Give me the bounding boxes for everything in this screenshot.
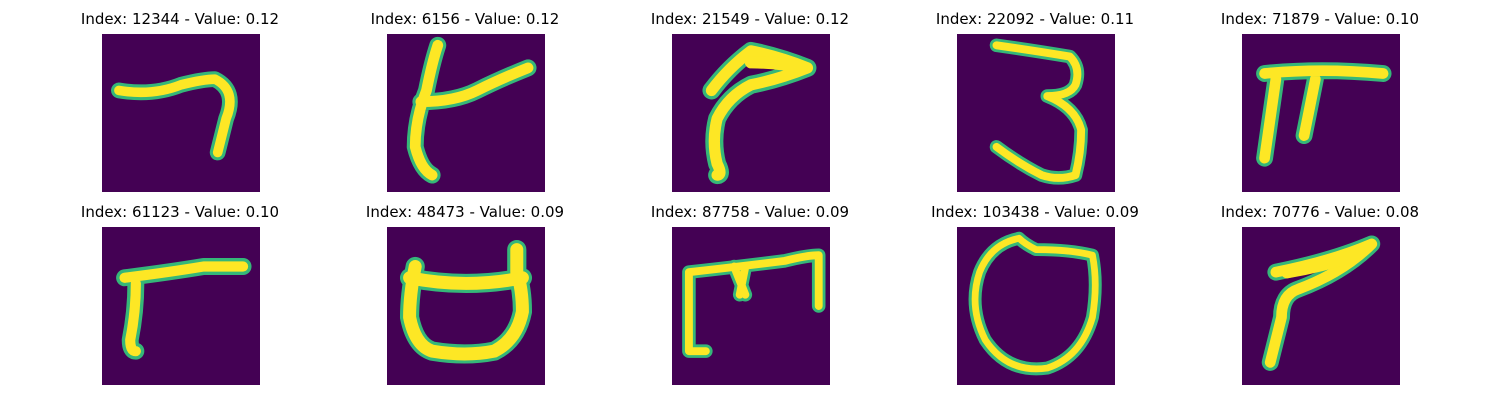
panel-9: Index: 103438 - Value: 0.09: [895, 203, 1175, 393]
digit-image-svg: [116, 258, 252, 360]
panel-10: Index: 70776 - Value: 0.08: [1180, 203, 1460, 393]
panel-7: Index: 48473 - Value: 0.09: [325, 203, 605, 393]
panel-4: Index: 22092 - Value: 0.11: [895, 10, 1175, 200]
panel-title: Index: 70776 - Value: 0.08: [1220, 203, 1420, 221]
digit-image: [672, 34, 830, 192]
digit-image: [1242, 227, 1400, 385]
panel-title: Index: 12344 - Value: 0.12: [80, 10, 280, 28]
panel-title: Index: 71879 - Value: 0.10: [1220, 10, 1420, 28]
digit-image: [387, 34, 545, 192]
panel-3: Index: 21549 - Value: 0.12: [610, 10, 890, 200]
panel-1: Index: 12344 - Value: 0.12: [40, 10, 320, 200]
digit-image: [102, 34, 260, 192]
panel-title: Index: 61123 - Value: 0.10: [80, 203, 280, 221]
digit-image-svg: [111, 71, 238, 161]
panel-5: Index: 71879 - Value: 0.10: [1180, 10, 1460, 200]
digit-image: [1242, 34, 1400, 192]
panel-6: Index: 61123 - Value: 0.10: [40, 203, 320, 393]
digit-image: [672, 227, 830, 385]
panel-2: Index: 6156 - Value: 0.12: [325, 10, 605, 200]
digit-image: [102, 227, 260, 385]
digit-image-svg: [989, 38, 1088, 185]
digit-image-svg: [682, 248, 826, 358]
digit-image: [957, 34, 1115, 192]
digit-image-svg: [399, 239, 533, 364]
digit-image-svg: [1261, 235, 1381, 371]
panel-title: Index: 22092 - Value: 0.11: [935, 10, 1135, 28]
digit-image-svg: [702, 41, 817, 185]
panel-title: Index: 48473 - Value: 0.09: [365, 203, 565, 221]
panel-title: Index: 87758 - Value: 0.09: [650, 203, 850, 221]
panel-title: Index: 21549 - Value: 0.12: [650, 10, 850, 28]
panel-title: Index: 103438 - Value: 0.09: [931, 203, 1139, 221]
digit-image-svg: [968, 231, 1102, 376]
panel-title: Index: 6156 - Value: 0.12: [370, 10, 560, 28]
digit-image-svg: [1256, 62, 1392, 167]
digit-image-svg: [406, 36, 537, 184]
digit-image: [957, 227, 1115, 385]
digit-image: [387, 227, 545, 385]
panel-8: Index: 87758 - Value: 0.09: [610, 203, 890, 393]
